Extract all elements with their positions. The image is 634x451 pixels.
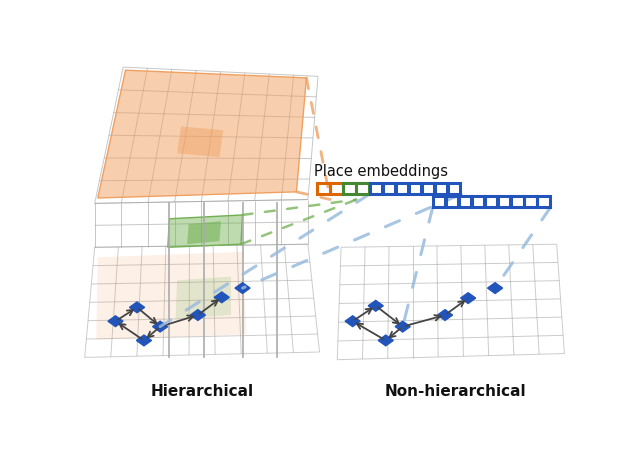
Polygon shape: [488, 283, 503, 294]
Polygon shape: [214, 292, 230, 303]
Bar: [485, 197, 498, 208]
Bar: [422, 184, 434, 195]
Polygon shape: [190, 310, 205, 321]
Bar: [524, 197, 536, 208]
Bar: [448, 184, 460, 195]
Bar: [511, 197, 524, 208]
Bar: [344, 184, 356, 195]
Bar: [459, 197, 471, 208]
Bar: [356, 184, 369, 195]
Polygon shape: [108, 316, 123, 327]
Bar: [498, 197, 510, 208]
Polygon shape: [345, 316, 360, 327]
Bar: [433, 197, 445, 208]
Bar: [538, 197, 550, 208]
Polygon shape: [153, 322, 167, 332]
Polygon shape: [168, 216, 243, 248]
Bar: [383, 184, 395, 195]
Bar: [330, 184, 342, 195]
Bar: [446, 197, 458, 208]
Polygon shape: [395, 322, 410, 332]
Polygon shape: [187, 221, 221, 244]
Polygon shape: [136, 335, 152, 346]
Polygon shape: [96, 253, 247, 340]
Bar: [435, 184, 448, 195]
Bar: [370, 184, 382, 195]
Bar: [396, 184, 408, 195]
Polygon shape: [460, 293, 476, 304]
Bar: [472, 197, 484, 208]
Bar: [317, 184, 330, 195]
Polygon shape: [129, 302, 145, 313]
Polygon shape: [235, 283, 250, 294]
Bar: [409, 184, 421, 195]
Text: Hierarchical: Hierarchical: [151, 383, 254, 398]
Text: Non-hierarchical: Non-hierarchical: [384, 383, 526, 398]
Polygon shape: [98, 71, 306, 198]
Polygon shape: [176, 277, 231, 319]
Polygon shape: [368, 301, 384, 312]
Polygon shape: [177, 127, 223, 158]
Text: Place embeddings: Place embeddings: [314, 163, 448, 179]
Polygon shape: [378, 335, 393, 346]
Polygon shape: [437, 310, 453, 321]
